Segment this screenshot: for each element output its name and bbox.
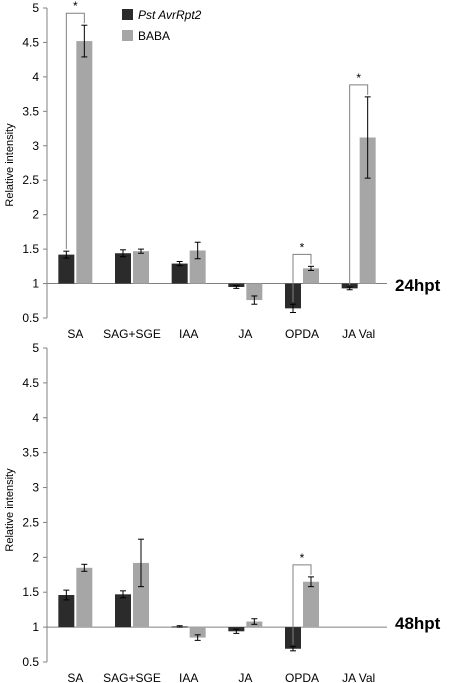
- panel-label-48hpt: 48hpt: [395, 614, 441, 633]
- significance-bracket-sa: [65, 12, 85, 250]
- y-tick-label: 1: [32, 620, 39, 634]
- y-tick-label: 5: [32, 341, 39, 355]
- bar-pst-avrrpt2-iaa: [171, 263, 188, 284]
- bar-baba-iaa: [189, 627, 206, 638]
- y-tick-label: 4.5: [22, 376, 39, 390]
- bar-pst-avrrpt2-sag-sge: [115, 253, 131, 284]
- significance-star-opda: *: [300, 240, 305, 254]
- y-tick-label: 3: [32, 481, 39, 495]
- significance-star-sa: *: [73, 0, 78, 13]
- y-tick-label: 1.5: [22, 242, 39, 256]
- x-tick-label-iaa: IAA: [179, 671, 198, 683]
- legend-label-pst-avrrpt2: Pst AvrRpt2: [138, 8, 202, 22]
- y-tick-label: 0.5: [22, 311, 39, 325]
- legend-swatch-baba: [122, 30, 133, 41]
- y-axis-label: Relative intensity: [4, 468, 16, 552]
- y-tick-label: 2: [32, 550, 39, 564]
- significance-star-ja-val: *: [356, 71, 361, 85]
- y-tick-label: 3: [32, 139, 39, 153]
- y-tick-label: 3.5: [22, 104, 39, 118]
- x-tick-label-sa: SA: [67, 327, 83, 341]
- y-tick-label: 4.5: [22, 35, 39, 49]
- x-tick-label-sag-sge: SAG+SGE: [103, 671, 161, 683]
- bar-pst-avrrpt2-sag-sge: [115, 594, 131, 628]
- y-tick-label: 3.5: [22, 446, 39, 460]
- x-tick-label-ja-val: JA Val: [342, 327, 375, 341]
- bar-baba-sag-sge: [133, 562, 149, 628]
- y-tick-label: 2: [32, 208, 39, 222]
- legend-label-baba: BABA: [138, 29, 170, 43]
- x-tick-label-opda: OPDA: [285, 671, 319, 683]
- x-tick-label-ja: JA: [238, 327, 252, 341]
- y-tick-label: 5: [32, 1, 39, 15]
- significance-bracket-opda: [292, 564, 312, 645]
- legend-swatch-pst-avrrpt2: [122, 9, 133, 20]
- bar-baba-opda: [303, 268, 319, 284]
- y-tick-label: 0.5: [22, 655, 39, 669]
- x-tick-label-ja: JA: [238, 671, 252, 683]
- panel-label-24hpt: 24hpt: [395, 276, 441, 295]
- bar-baba-sa: [76, 41, 93, 284]
- x-tick-label-ja-val: JA Val: [342, 671, 375, 683]
- y-tick-label: 4: [32, 411, 39, 425]
- x-tick-label-opda: OPDA: [285, 327, 319, 341]
- bar-pst-avrrpt2-sa: [58, 254, 75, 284]
- y-tick-label: 4: [32, 70, 39, 84]
- bar-baba-iaa: [189, 250, 206, 284]
- y-tick-label: 2.5: [22, 173, 39, 187]
- y-tick-label: 1.5: [22, 585, 39, 599]
- y-tick-label: 2.5: [22, 515, 39, 529]
- bar-baba-opda: [303, 581, 319, 628]
- chart-panel-24hpt: Relative intensity 24hpt Pst AvrRpt2 BAB…: [4, 0, 441, 341]
- chart-panel-48hpt: Relative intensity 48hpt 0.5 1 1.5 2 2.5 3 3.5…: [4, 341, 441, 683]
- significance-bracket-opda: [292, 253, 312, 303]
- y-tick-label: 1: [32, 277, 39, 291]
- bar-pst-avrrpt2-ja-val: [341, 283, 358, 289]
- legend: Pst AvrRpt2 BABA: [122, 8, 202, 43]
- y-axis-label: Relative intensity: [4, 123, 16, 207]
- significance-star-opda: *: [300, 551, 305, 565]
- x-tick-label-sag-sge: SAG+SGE: [103, 327, 161, 341]
- x-tick-label-sa: SA: [67, 671, 83, 683]
- bar-baba-sag-sge: [133, 251, 149, 284]
- x-tick-label-iaa: IAA: [179, 327, 198, 341]
- bar-baba-ja-val: [359, 137, 376, 284]
- significance-bracket-ja-val: [349, 84, 369, 285]
- bar-baba-ja: [246, 283, 263, 301]
- bar-baba-sa: [76, 567, 93, 628]
- bar-pst-avrrpt2-sa: [58, 595, 75, 628]
